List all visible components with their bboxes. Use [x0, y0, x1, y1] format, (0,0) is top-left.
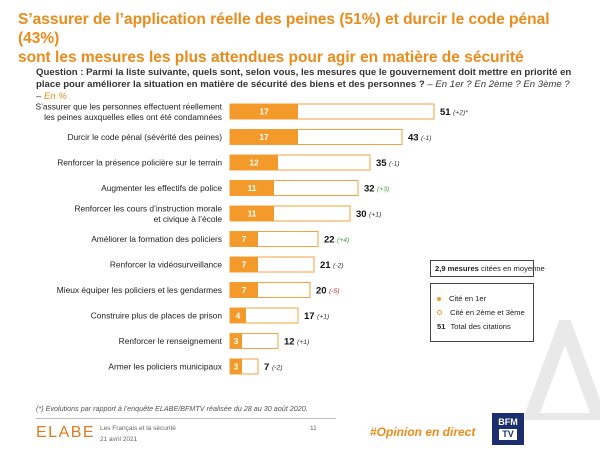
bar-total-value-7: 21	[320, 260, 331, 271]
bar-first-value-3: 12	[249, 158, 259, 168]
elabe-triangle-decoration	[522, 320, 600, 420]
bar-first-value-9: 4	[236, 311, 241, 321]
category-label-3: Renforcer la présence policière sur le t…	[57, 158, 222, 168]
source-date: 21 avril 2021	[100, 436, 138, 443]
bar-first-10	[230, 333, 242, 349]
category-label-8: Mieux équiper les policiers et les genda…	[57, 285, 222, 295]
bar-evolution-5: (+1)	[369, 212, 381, 219]
bar-first-value-10: 3	[234, 336, 239, 346]
bar-total-value-6: 22	[324, 235, 335, 246]
bar-evolution-10: (+1)	[297, 339, 309, 346]
tv-logo-text: TV	[499, 429, 517, 440]
bar-first-1	[230, 104, 298, 119]
bar-first-value-2: 17	[259, 132, 269, 142]
bar-first-value-6: 7	[242, 234, 247, 244]
category-label-2: Durcir le code pénal (sévérité des peine…	[67, 132, 222, 142]
page-number: 11	[310, 425, 317, 432]
bar-evolution-3: (-1)	[389, 161, 400, 168]
bar-total-value-9: 17	[304, 311, 315, 322]
bar-evolution-1: (+2)*	[453, 110, 468, 117]
category-label-7: Renforcer la vidéosurveillance	[110, 260, 223, 270]
category-label-11: Armer les policiers municipaux	[108, 362, 222, 372]
legend: 2,9 mesures citées en moyenne Cité en 1e…	[430, 260, 545, 342]
category-label-6: Améliorer la formation des policiers	[91, 234, 222, 244]
legend-item-other: Cité en 2ème et 3ème	[437, 308, 527, 317]
question-text: Question : Parmi la liste suivante, quel…	[36, 67, 576, 103]
title-line-2: sont les mesures les plus attendues pour…	[18, 49, 524, 66]
bar-first-value-1: 17	[259, 107, 269, 117]
bar-total-value-10: 12	[284, 337, 295, 348]
bar-total-value-4: 32	[364, 184, 375, 195]
orange-dot-icon	[437, 296, 441, 301]
legend-total-label: Total des citations	[450, 322, 511, 331]
bar-first-9	[230, 308, 246, 323]
bar-evolution-7: (-2)	[333, 263, 344, 270]
average-mentions-box: 2,9 mesures citées en moyenne	[430, 260, 545, 277]
bar-first-value-4: 11	[248, 183, 257, 193]
bar-evolution-4: (+3)	[377, 186, 389, 193]
average-value: 2,9 mesures	[435, 264, 479, 273]
bar-first-11	[230, 359, 242, 374]
bar-first-value-8: 7	[242, 285, 247, 295]
source-title: Les Français et la sécurité	[100, 425, 176, 432]
category-label-5: et civique à l’école	[154, 214, 223, 224]
legend-item-total: 51 Total des citations	[437, 322, 527, 331]
bar-first-5	[230, 206, 274, 221]
legend-first-label: Cité en 1er	[449, 294, 487, 303]
bfmtv-logo: BFM TV	[492, 413, 524, 445]
question-suffix: – En 1er ? En 2ème ? En 3ème ? –	[36, 79, 570, 102]
hashtag: #Opinion en direct	[370, 425, 476, 439]
bar-first-7	[230, 257, 258, 272]
legend-other-label: Cité en 2ème et 3ème	[450, 308, 525, 317]
legend-box: Cité en 1er Cité en 2ème et 3ème 51 Tota…	[430, 283, 534, 342]
bar-evolution-8: (-5)	[329, 288, 340, 295]
category-label-1: les peines auxquelles elles ont été cond…	[44, 112, 222, 122]
bar-total-value-8: 20	[316, 286, 327, 297]
white-dot-icon	[437, 310, 442, 315]
question-unit: En %	[44, 91, 67, 102]
bar-first-3	[230, 155, 278, 170]
bar-evolution-11: (-2)	[272, 365, 283, 372]
bar-total-value-1: 51	[440, 107, 451, 118]
category-label-5: Renforcer les cours d’instruction morale	[74, 203, 222, 213]
bar-first-value-7: 7	[242, 260, 247, 270]
bar-first-6	[230, 231, 258, 247]
bar-evolution-2: (-1)	[421, 135, 432, 142]
bar-total-value-3: 35	[376, 158, 387, 169]
bar-first-value-5: 11	[248, 209, 257, 219]
bar-total-value-5: 30	[356, 209, 367, 220]
bar-first-2	[230, 129, 298, 145]
category-label-4: Augmenter les effectifs de police	[101, 183, 222, 193]
bar-first-4	[230, 180, 274, 196]
legend-total-number: 51	[437, 322, 446, 331]
page-title: S’assurer de l’application réelle des pe…	[18, 10, 578, 67]
bar-first-value-11: 3	[234, 362, 239, 372]
category-label-1: S’assurer que les personnes effectuent r…	[35, 101, 222, 111]
title-line-1: S’assurer de l’application réelle des pe…	[18, 11, 550, 47]
legend-item-first: Cité en 1er	[437, 294, 527, 303]
bar-total-value-2: 43	[408, 133, 419, 144]
bar-first-8	[230, 282, 258, 298]
bar-total-value-11: 7	[264, 362, 269, 373]
question-label: Question :	[36, 67, 84, 78]
question-body: Parmi la liste suivante, quels sont, sel…	[36, 67, 572, 90]
footer-divider	[36, 418, 336, 419]
bar-evolution-9: (+1)	[317, 314, 329, 321]
bar-evolution-6: (+4)	[337, 237, 349, 244]
elabe-logo: ELABE	[36, 424, 96, 441]
category-label-10: Renforcer le renseignement	[119, 336, 223, 346]
footnote: (*) Evolutions par rapport à l’enquête E…	[36, 404, 308, 413]
bfm-logo-text: BFM	[498, 417, 518, 427]
average-text: citées en moyenne	[481, 264, 545, 273]
bar-chart: S’assurer que les personnes effectuent r…	[35, 101, 468, 375]
category-label-9: Construire plus de places de prison	[91, 311, 223, 321]
